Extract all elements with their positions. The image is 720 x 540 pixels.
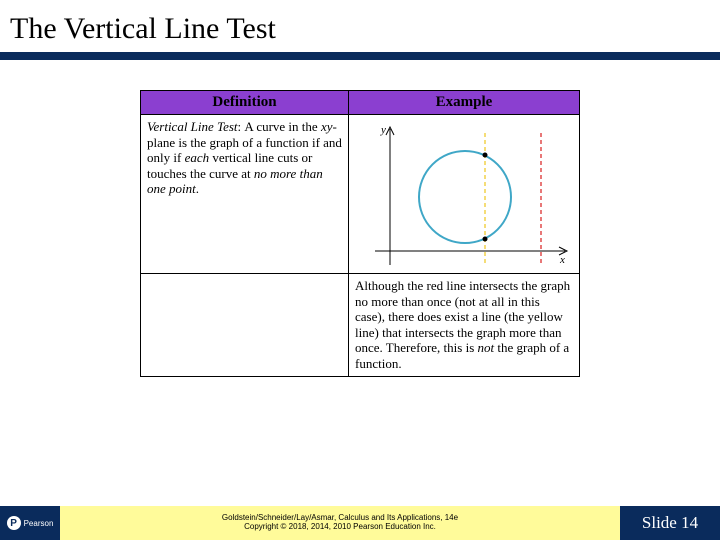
slide-number: Slide 14 (620, 506, 720, 540)
title-underline (0, 52, 720, 60)
pearson-logo-icon: P (7, 516, 21, 530)
graph-cell: y x (349, 115, 580, 274)
vertical-line-test-graph: y x (355, 119, 573, 269)
header-definition: Definition (141, 91, 349, 115)
table-row: Although the red line intersects the gra… (141, 274, 580, 377)
page-title: The Vertical Line Test (0, 0, 720, 52)
table-row: Vertical Line Test: A curve in the xy-pl… (141, 115, 580, 274)
graph-circle (419, 151, 511, 243)
definition-term: Vertical Line Test (147, 119, 238, 134)
intersection-point-bottom (483, 237, 488, 242)
caption-cell: Although the red line intersects the gra… (349, 274, 580, 377)
content-area: Definition Example Vertical Line Test: A… (0, 60, 720, 377)
definition-example-table: Definition Example Vertical Line Test: A… (140, 90, 580, 377)
citation-line2: Copyright © 2018, 2014, 2010 Pearson Edu… (244, 523, 436, 532)
pearson-text: Pearson (24, 519, 54, 528)
table-header-row: Definition Example (141, 91, 580, 115)
x-axis-label: x (559, 254, 565, 266)
slide-footer: P Pearson Goldstein/Schneider/Lay/Asmar,… (0, 506, 720, 540)
not-italic: not (478, 340, 495, 355)
footer-citation: Goldstein/Schneider/Lay/Asmar, Calculus … (60, 506, 620, 540)
xy-italic: xy (321, 119, 333, 134)
definition-cell: Vertical Line Test: A curve in the xy-pl… (141, 115, 349, 274)
empty-cell (141, 274, 349, 377)
intersection-point-top (483, 153, 488, 158)
nomore-italic: no more than one point (147, 166, 323, 197)
each-italic: each (185, 150, 210, 165)
footer-brand: P Pearson (0, 506, 60, 540)
header-example: Example (349, 91, 580, 115)
y-axis-label: y (380, 124, 386, 136)
